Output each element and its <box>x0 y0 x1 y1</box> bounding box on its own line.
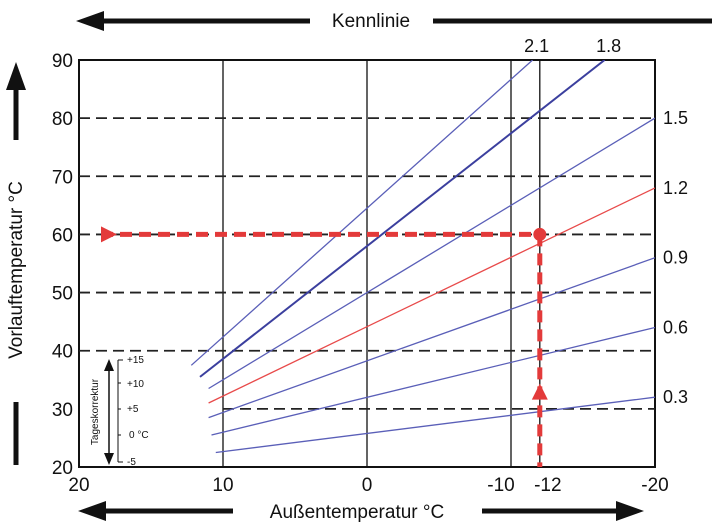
inset-label: Tageskorrektur <box>90 378 101 445</box>
vertical-gridlines <box>222 60 541 467</box>
y-tick-label: 60 <box>52 225 73 246</box>
example-arrow-right <box>101 226 117 243</box>
top-label: Kennlinie <box>332 11 410 32</box>
y-axis-arrow <box>6 62 26 465</box>
y-tick-label: 20 <box>52 458 73 479</box>
inset-tick-label: -5 <box>127 457 136 468</box>
y-tick-labels: 20 30 40 50 60 70 80 90 <box>52 51 73 479</box>
curve-labels: 0.3 0.6 0.9 1.2 1.5 1.8 2.1 <box>524 36 688 407</box>
curve-label: 0.9 <box>663 248 688 268</box>
y-tick-label: 50 <box>52 284 73 305</box>
curve-label: 1.8 <box>596 36 621 56</box>
inset-tick-label: +15 <box>127 355 144 366</box>
inset-tageskorrektur: Tageskorrektur +15 +10 +5 0 °C -5 <box>82 355 158 468</box>
curve-1-5 <box>208 117 655 390</box>
inset-arrow-up <box>104 359 114 371</box>
curve-label: 2.1 <box>524 36 549 56</box>
curve-1-8 <box>199 60 606 378</box>
x-tick-label: 0 <box>362 475 373 496</box>
x-tick-label: 20 <box>68 475 89 496</box>
example-lookup <box>101 226 548 467</box>
inset-arrow-down <box>104 453 114 465</box>
y-tick-label: 40 <box>52 342 73 363</box>
x-tick-label: -20 <box>641 475 668 496</box>
curve-label: 1.2 <box>663 178 688 198</box>
x-axis-arrow <box>78 501 644 521</box>
x-tick-label: 10 <box>212 475 233 496</box>
heating-curves <box>190 60 655 454</box>
inset-tick-label: +5 <box>127 404 139 415</box>
curve-2-1 <box>190 60 534 366</box>
inset-tick-label: +10 <box>127 379 144 390</box>
curve-0-3 <box>215 396 655 454</box>
example-arrow-up <box>531 383 548 400</box>
curve-label: 1.5 <box>663 108 688 128</box>
example-point <box>533 227 547 241</box>
x-tick-labels: 20 10 0 -10 -12 -20 <box>68 475 668 496</box>
curve-label: 0.6 <box>663 317 688 337</box>
x-tick-label: -12 <box>534 475 561 496</box>
curve-1-2 <box>208 187 655 404</box>
x-tick-label: -10 <box>487 475 514 496</box>
top-kennlinie-arrow <box>76 11 712 31</box>
inset-tick-label: 0 °C <box>129 430 149 441</box>
y-tick-label: 70 <box>52 167 73 188</box>
curve-label: 0.3 <box>663 387 688 407</box>
y-axis-title: Vorlauftemperatur °C <box>6 181 27 359</box>
x-axis-title: Außentemperatur °C <box>270 502 444 523</box>
inset-box <box>82 355 158 465</box>
y-tick-label: 90 <box>52 51 73 72</box>
curve-0-9 <box>208 257 655 419</box>
y-tick-label: 80 <box>52 109 73 130</box>
y-tick-label: 30 <box>52 400 73 421</box>
curve-0-6 <box>211 326 655 436</box>
